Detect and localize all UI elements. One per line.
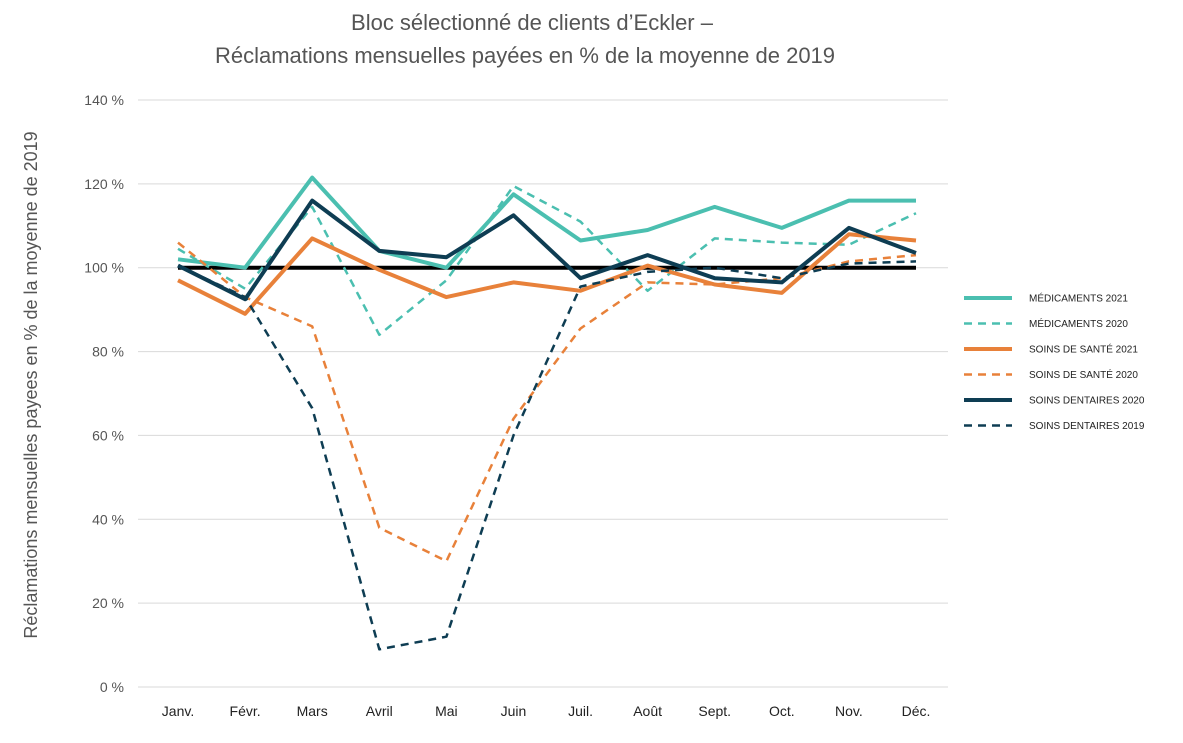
x-tick-label: Sept. xyxy=(698,703,731,719)
x-tick-label: Juil. xyxy=(568,703,593,719)
series-line-1 xyxy=(177,175,916,270)
x-tick-label: Janv. xyxy=(162,703,194,719)
x-tick-label: Oct. xyxy=(769,703,795,719)
grid-lines xyxy=(138,99,948,688)
y-tick-label: 100 % xyxy=(84,260,124,276)
x-tick-label: Déc. xyxy=(902,703,931,719)
chart-title-line-2: Réclamations mensuelles payées en % de l… xyxy=(215,43,835,68)
y-tick-label: 0 % xyxy=(100,679,124,695)
legend-label: SOINS DENTAIRES 2019 xyxy=(1029,421,1145,432)
y-tick-label: 140 % xyxy=(84,92,124,108)
x-tick-label: Mars xyxy=(297,703,328,719)
y-axis-label: Réclamations mensuelles payees en % de l… xyxy=(21,131,41,638)
series-line-6 xyxy=(177,260,917,651)
y-tick-label: 40 % xyxy=(92,511,124,527)
x-tick-label: Févr. xyxy=(230,703,261,719)
series-layer xyxy=(177,175,917,651)
legend-label: SOINS DE SANTÉ 2021 xyxy=(1029,343,1138,356)
x-tick-label: Avril xyxy=(366,703,393,719)
x-axis-ticks: Janv. Févr. Mars Avril Mai Juin Juil. Août Sept.… xyxy=(162,703,931,719)
y-tick-label: 80 % xyxy=(92,344,124,360)
x-tick-label: Mai xyxy=(435,703,458,719)
x-tick-label: Nov. xyxy=(835,703,863,719)
series-line-3 xyxy=(177,232,917,316)
y-tick-label: 60 % xyxy=(92,427,124,443)
y-axis-ticks: 0 % 20 % 40 % 60 % 80 % 100 % 120 % 140 % xyxy=(84,92,124,695)
y-tick-label: 20 % xyxy=(92,595,124,611)
x-tick-label: Juin xyxy=(501,703,527,719)
legend-label: SOINS DE SANTÉ 2020 xyxy=(1029,368,1138,381)
chart-title: Bloc sélectionné de clients d’Eckler – R… xyxy=(215,10,835,68)
legend-label: MÉDICAMENTS 2020 xyxy=(1029,317,1128,330)
x-tick-label: Août xyxy=(633,703,662,719)
legend-label: SOINS DENTAIRES 2020 xyxy=(1029,396,1145,407)
legend: MÉDICAMENTS 2021 MÉDICAMENTS 2020 SOINS DE… xyxy=(964,292,1145,432)
y-tick-label: 120 % xyxy=(84,176,124,192)
series-line-4 xyxy=(177,241,917,563)
legend-label: MÉDICAMENTS 2021 xyxy=(1029,292,1128,305)
chart-title-line-1: Bloc sélectionné de clients d’Eckler – xyxy=(351,10,714,35)
series-line-5 xyxy=(177,198,917,302)
